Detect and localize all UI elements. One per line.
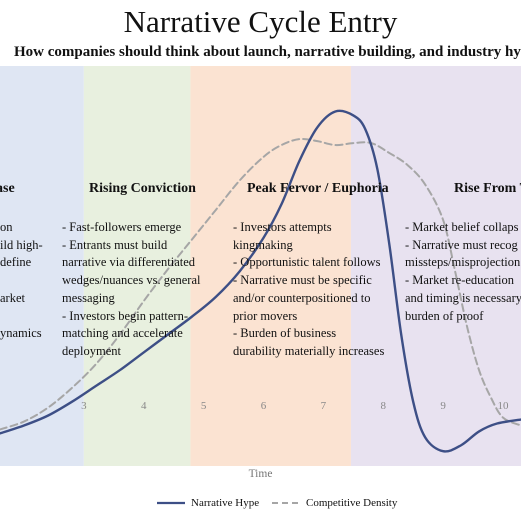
phase-band-2 (83, 66, 191, 466)
legend-label: Narrative Hype (191, 497, 260, 509)
phase-2-text: - Fast-followers emerge - Entrants must … (62, 219, 201, 361)
phase-2-line: - Fast-followers emerge (62, 220, 182, 234)
x-axis-title: Time (248, 468, 273, 480)
series-line-competitive-density (0, 137, 521, 431)
x-tick-label: 9 (440, 400, 446, 412)
legend-dashed-line-icon (272, 502, 300, 504)
phase-2-line: - Investors begin pattern- (62, 308, 189, 323)
phase-1-line (0, 308, 43, 326)
x-tick-label: 6 (261, 400, 267, 412)
phase-1-line: ynamics (0, 326, 42, 341)
phase-3-line: - Narrative must be specific (233, 273, 372, 288)
phase-2-line: narrative via differentiated (62, 255, 196, 270)
phase-4-line: - Market belief collaps (405, 220, 519, 234)
phase-3-title: Peak Fervor / Euphoria (247, 181, 389, 196)
phase-2-line: wedges/nuances vs. general (62, 273, 201, 288)
phase-3-line: durability materially increases (233, 343, 385, 358)
phase-2-title: Rising Conviction (89, 181, 196, 196)
phase-3-line: prior movers (233, 308, 298, 323)
phase-bands (0, 66, 521, 466)
series-line-narrative-hype (0, 109, 521, 453)
phase-1-text: on ild high- define arket ynamics (0, 219, 43, 343)
phase-1-line: on (0, 220, 13, 234)
series-lines (0, 109, 521, 453)
phase-4-line: and timing is necessary (405, 290, 521, 305)
phase-3-text: - Investors attempts kingmaking - Opport… (233, 219, 384, 361)
legend-item-competitive-density: Competitive Density (272, 497, 397, 509)
x-tick-label: 7 (321, 400, 327, 412)
phase-1-line (0, 272, 43, 290)
legend-item-narrative-hype: Narrative Hype (157, 497, 259, 509)
phase-4-title: Rise From T (454, 181, 521, 196)
phase-4-line: missteps/misprojection (405, 255, 521, 270)
legend-label: Competitive Density (306, 497, 398, 509)
phase-4-line: burden of proof (405, 308, 484, 323)
x-tick-label: 4 (141, 400, 147, 412)
phase-4-line: - Narrative must recog (405, 237, 518, 252)
phase-1-line: ild high- (0, 237, 43, 252)
phase-4-line: - Market re-education (405, 273, 514, 288)
x-tick-label: 10 (498, 400, 510, 412)
phase-1-title: ase (0, 181, 15, 196)
phase-band-3 (190, 66, 351, 466)
phase-1-line: arket (0, 290, 25, 305)
phase-2-line: - Entrants must build (62, 237, 168, 252)
phase-4-text: - Market belief collaps - Narrative must… (405, 219, 521, 325)
phase-3-line: kingmaking (233, 237, 293, 252)
phase-3-line: and/or counterpositioned to (233, 290, 371, 305)
chart-subtitle: How companies should think about launch,… (14, 44, 521, 60)
phase-3-line: - Investors attempts (233, 220, 332, 234)
x-tick-label: 3 (81, 400, 87, 412)
phase-band-1 (0, 66, 84, 466)
legend-solid-line-icon (157, 501, 185, 505)
phase-3-line: - Burden of business (233, 326, 337, 341)
phase-1-line: define (0, 255, 32, 270)
x-tick-label: 5 (201, 400, 207, 412)
x-axis-ticks: 3 4 5 6 7 8 9 10 (81, 400, 509, 412)
phase-3-line: - Opportunistic talent follows (233, 255, 381, 270)
phase-2-line: messaging (62, 290, 115, 305)
phase-2-line: deployment (62, 343, 122, 358)
chart-title: Narrative Cycle Entry (123, 4, 398, 39)
x-tick-label: 8 (381, 400, 387, 412)
phase-2-line: matching and accelerate (62, 326, 183, 341)
